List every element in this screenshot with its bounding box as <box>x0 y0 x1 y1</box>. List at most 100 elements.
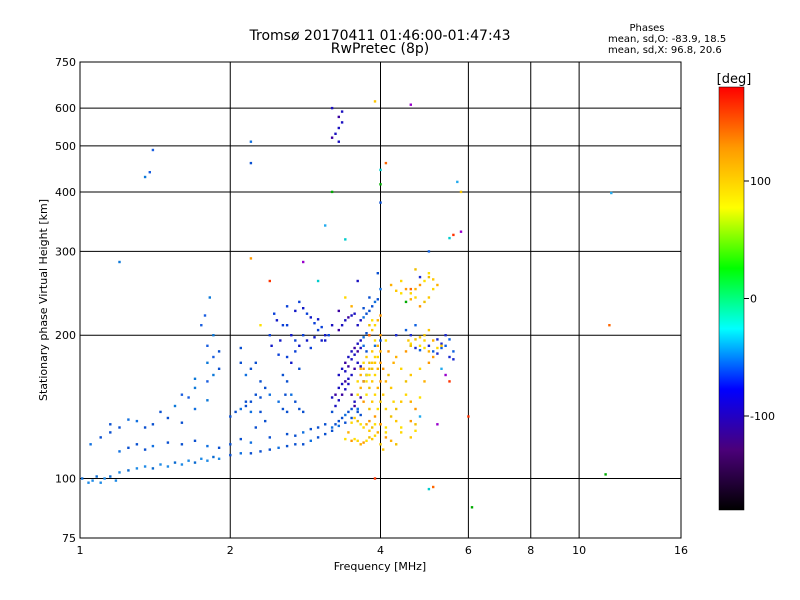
scatter-point <box>347 365 350 368</box>
scatter-point <box>239 407 242 411</box>
scatter-point <box>135 443 139 446</box>
scatter-point <box>350 421 353 424</box>
scatter-point <box>309 427 312 431</box>
scatter-point <box>368 386 371 390</box>
scatter-point <box>249 410 253 414</box>
scatter-point <box>400 426 403 429</box>
scatter-point <box>285 380 289 383</box>
scatter-point <box>379 201 382 204</box>
scatter-point <box>373 100 377 103</box>
scatter-point <box>379 339 382 342</box>
scatter-point <box>365 373 368 377</box>
scatter-point <box>330 190 334 194</box>
scatter-point <box>193 386 197 390</box>
scatter-point <box>334 423 337 426</box>
scatter-point <box>127 469 130 472</box>
scatter-point <box>384 161 388 165</box>
scatter-point <box>409 419 412 423</box>
colorbar-ticks: -100 0 100 <box>744 175 775 423</box>
scatter-point <box>324 423 327 426</box>
scatter-point <box>206 399 209 402</box>
scatter-points <box>81 100 613 509</box>
scatter-point <box>368 334 371 337</box>
scatter-point <box>365 439 368 442</box>
y-tick-label: 500 <box>55 140 76 153</box>
scatter-point <box>423 279 426 283</box>
scatter-point <box>418 344 422 347</box>
scatter-point <box>404 328 408 332</box>
scatter-point <box>448 355 451 359</box>
scatter-point <box>159 410 162 414</box>
scatter-point <box>373 434 377 437</box>
scatter-point <box>330 426 334 429</box>
scatter-point <box>350 373 353 377</box>
scatter-point <box>212 334 215 337</box>
scatter-point <box>200 324 203 327</box>
scatter-point <box>353 367 356 370</box>
scatter-point <box>200 457 203 460</box>
scatter-point <box>467 415 470 418</box>
scatter-point <box>206 444 209 448</box>
scatter-point <box>353 400 356 403</box>
scatter-point <box>414 429 417 432</box>
scatter-point <box>337 373 340 377</box>
scatter-point <box>376 319 379 322</box>
scatter-point <box>353 346 356 350</box>
scatter-point <box>359 386 362 390</box>
scatter-point <box>427 250 431 253</box>
scatter-point <box>368 309 371 313</box>
scatter-point <box>400 400 403 403</box>
scatter-point <box>371 361 374 364</box>
scatter-point <box>414 296 417 299</box>
scatter-point <box>368 429 371 432</box>
scatter-point <box>268 393 271 396</box>
scatter-point <box>404 393 408 396</box>
scatter-point <box>347 316 350 319</box>
scatter-point <box>294 434 297 437</box>
scatter-point <box>376 298 379 301</box>
scatter-point <box>418 336 422 339</box>
scatter-point <box>344 296 347 299</box>
scatter-point <box>259 396 262 399</box>
scatter-point <box>187 459 190 462</box>
scatter-point <box>344 421 347 424</box>
scatter-point <box>166 465 170 468</box>
scatter-point <box>362 367 365 370</box>
scatter-point <box>382 393 385 396</box>
scatter-point <box>337 399 340 402</box>
scatter-point <box>316 318 320 321</box>
scatter-point <box>284 393 287 396</box>
scatter-point <box>368 367 371 370</box>
scatter-point <box>371 328 374 332</box>
x-tick-label: 6 <box>465 544 472 557</box>
scatter-point <box>418 415 422 418</box>
scatter-point <box>452 233 455 237</box>
scatter-point <box>166 416 170 420</box>
scatter-point <box>400 431 403 434</box>
scatter-point <box>373 344 377 347</box>
scatter-point <box>376 344 379 347</box>
scatter-point <box>427 361 431 364</box>
scatter-point <box>127 446 130 449</box>
scatter-point <box>330 136 334 139</box>
scatter-point <box>409 342 412 345</box>
scatter-point <box>448 338 451 341</box>
scatter-point <box>414 268 417 271</box>
scatter-point <box>324 224 327 227</box>
scatter-point <box>340 393 344 396</box>
scatter-point <box>302 260 305 264</box>
scatter-point <box>217 367 221 370</box>
scatter-point <box>387 350 390 353</box>
scatter-point <box>337 140 340 143</box>
scatter-point <box>444 334 447 337</box>
scatter-point <box>608 324 611 327</box>
scatter-point <box>379 350 382 353</box>
scatter-point <box>353 416 356 420</box>
scatter-point <box>384 339 388 342</box>
scatter-point <box>418 367 422 370</box>
scatter-point <box>400 292 403 295</box>
scatter-point <box>359 346 362 350</box>
scatter-point <box>356 407 359 411</box>
scatter-point <box>359 365 362 368</box>
x-axis-label: Frequency [MHz] <box>334 560 426 573</box>
